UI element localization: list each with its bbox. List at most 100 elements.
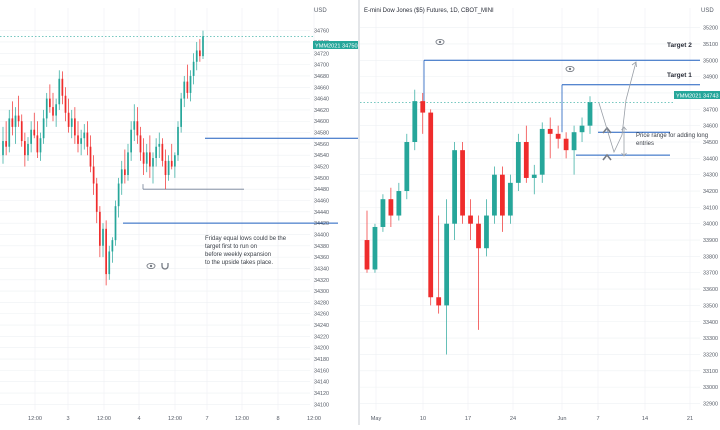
time-tick-label: 12:00: [28, 416, 42, 422]
candle-body: [507, 182, 513, 216]
price-tick-label: 33700: [703, 271, 718, 277]
candle: [33, 112, 36, 139]
price-tick-label: 34200: [703, 189, 718, 195]
candle-body: [108, 251, 111, 275]
candle-body: [70, 118, 73, 127]
candle-body: [539, 128, 545, 175]
candle-body: [579, 125, 585, 133]
candle-body: [523, 142, 529, 178]
candle: [74, 107, 76, 144]
price-tick-label: 34320: [314, 278, 329, 284]
left-annotation-line-4: to the upside takes place.: [205, 260, 273, 266]
candle: [484, 199, 489, 257]
candle: [8, 109, 11, 153]
candle-body: [155, 146, 157, 159]
candle: [67, 98, 70, 133]
candle: [111, 237, 114, 263]
candle-body: [174, 155, 176, 167]
candle-body: [587, 102, 593, 126]
candle: [124, 149, 126, 184]
right-price-axis[interactable]: 3520035100350003490034800347003460034500…: [703, 26, 718, 408]
candle-body: [183, 81, 186, 99]
right-price-tag-symbol: YMM2021: [676, 94, 702, 100]
candle: [20, 114, 23, 147]
candle-body: [531, 174, 537, 178]
eye-icon: [146, 262, 156, 270]
candle-body: [17, 115, 20, 122]
price-tick-label: 35000: [703, 58, 718, 64]
price-tick-label: 34420: [314, 221, 329, 227]
candle-body: [170, 160, 173, 167]
price-tick-label: 34500: [314, 176, 329, 182]
candle: [189, 70, 192, 102]
time-tick-label: 12:00: [235, 416, 249, 422]
candle: [547, 117, 553, 159]
price-tick-label: 33600: [703, 287, 718, 293]
candle-body: [52, 107, 54, 116]
candle: [202, 30, 204, 59]
candle: [531, 164, 537, 195]
candle: [523, 125, 529, 183]
candle: [364, 210, 370, 273]
candle-body: [388, 199, 394, 216]
candle: [99, 206, 101, 258]
price-tick-label: 35200: [703, 26, 718, 32]
price-tick-label: 34100: [703, 205, 718, 211]
left-chart-panel[interactable]: 3476034740347203470034680346603464034620…: [0, 8, 358, 422]
candle: [11, 101, 14, 136]
range-bracket-arrow-top: [621, 126, 627, 131]
candle-body: [45, 98, 48, 119]
price-tick-label: 34440: [314, 210, 329, 216]
price-tick-label: 34540: [314, 153, 329, 159]
price-tick-label: 34660: [314, 85, 329, 91]
candle: [161, 138, 164, 167]
candle: [102, 223, 104, 258]
price-tick-label: 34340: [314, 266, 329, 272]
price-tick-label: 34640: [314, 97, 329, 103]
candle: [17, 95, 20, 127]
candle-body: [89, 146, 92, 167]
candle-body: [67, 112, 70, 127]
candle: [108, 245, 111, 280]
candle: [170, 143, 173, 170]
candle-body: [452, 150, 457, 224]
price-tick-label: 34580: [314, 131, 329, 137]
candle-body: [202, 36, 204, 57]
candle-body: [199, 50, 201, 57]
candle: [95, 177, 98, 224]
candle-body: [515, 142, 521, 183]
price-tick-label: 34280: [314, 300, 329, 306]
candle: [388, 187, 394, 227]
price-tick-label: 34240: [314, 323, 329, 329]
candle: [177, 121, 179, 161]
candle: [39, 132, 42, 161]
candle: [460, 142, 465, 224]
candle-body: [136, 121, 139, 136]
candle-body: [124, 169, 126, 176]
right-time-axis[interactable]: May 10 17 24 Jun 7 14 21: [371, 416, 693, 422]
price-tick-label: 34600: [314, 119, 329, 125]
candle: [404, 133, 410, 200]
candle-body: [139, 135, 142, 153]
right-chart-panel[interactable]: 3520035100350003490034800347003460034500…: [360, 8, 720, 422]
candle: [372, 223, 378, 273]
candle-body: [49, 98, 51, 108]
price-tick-label: 33200: [703, 352, 718, 358]
candle: [139, 126, 142, 161]
panel-divider[interactable]: [358, 0, 360, 425]
candle: [149, 135, 151, 178]
candle: [152, 152, 154, 184]
candle: [192, 53, 195, 85]
left-currency-label: USD: [314, 8, 327, 14]
price-tick-label: 33900: [703, 238, 718, 244]
left-price-axis[interactable]: 3476034740347203470034680346603464034620…: [314, 29, 329, 409]
candle-body: [412, 101, 418, 142]
candle-body: [492, 174, 497, 216]
price-tick-label: 33800: [703, 254, 718, 260]
candle-body: [380, 199, 386, 227]
candle: [164, 149, 167, 190]
price-tick-label: 34220: [314, 334, 329, 340]
candle-body: [39, 138, 42, 153]
candle-body: [192, 61, 195, 76]
left-time-axis[interactable]: 12:00 3 12:00 4 12:00 7 12:00 8 12:00: [28, 416, 321, 422]
